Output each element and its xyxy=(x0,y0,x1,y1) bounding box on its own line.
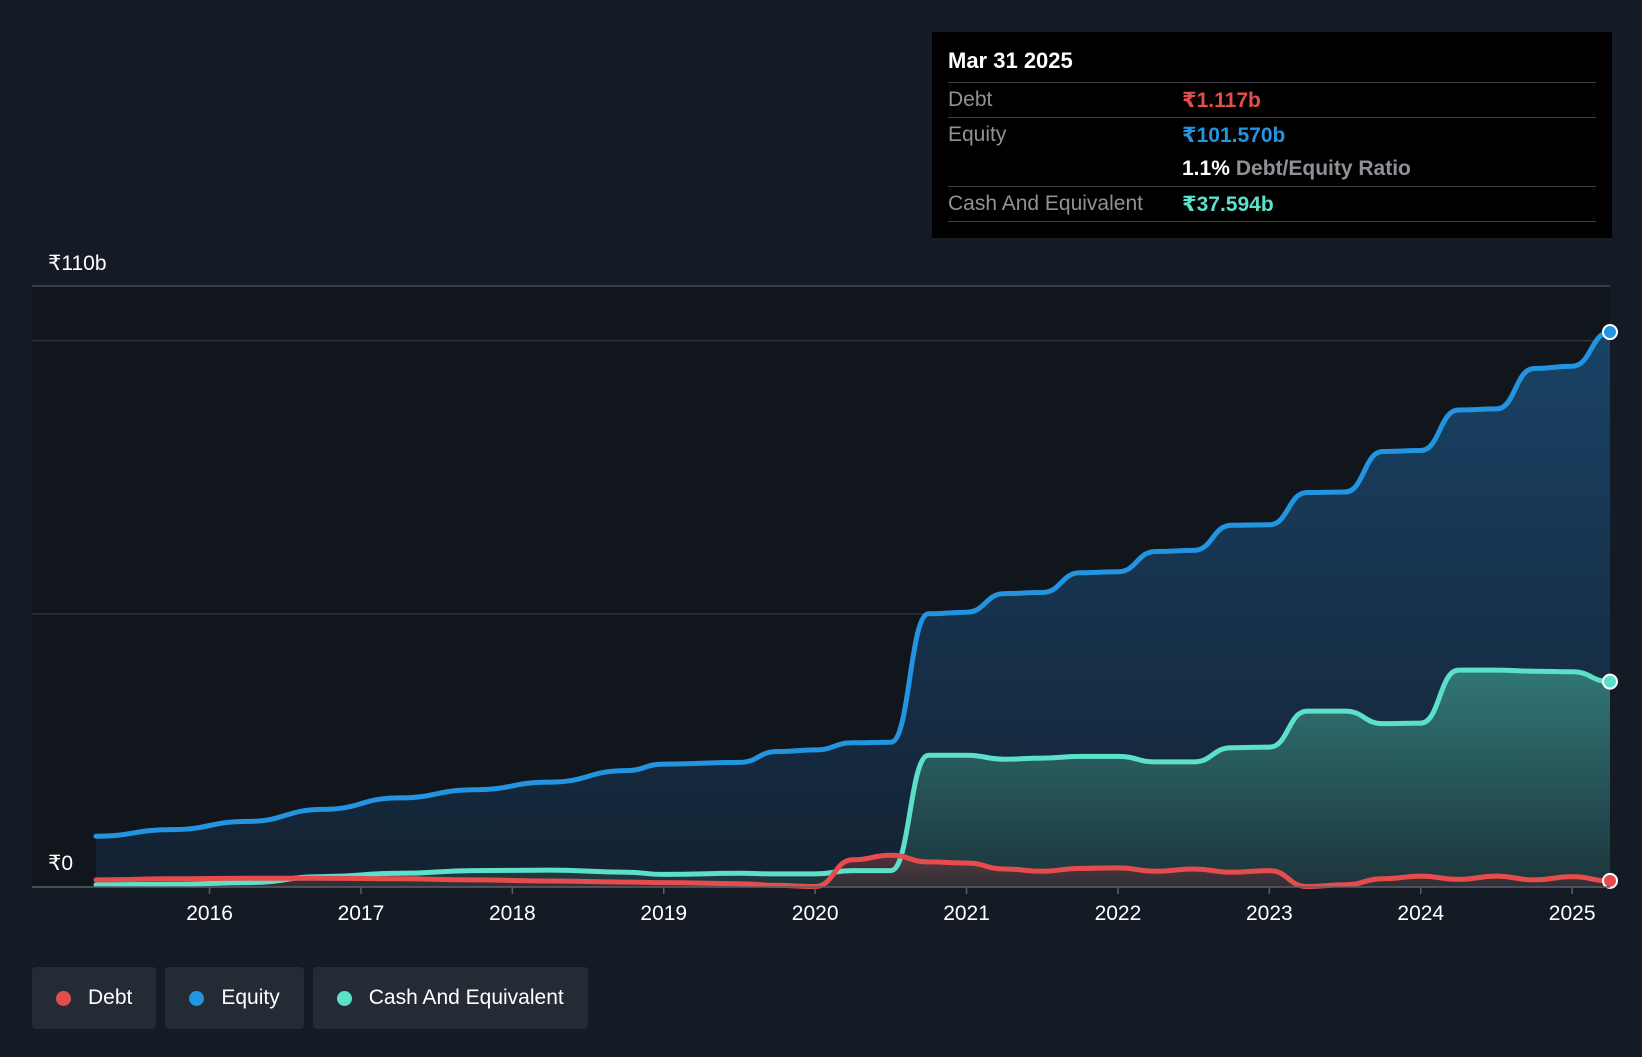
line-cash-and-equivalent xyxy=(93,667,1613,888)
legend-dot-cash-icon xyxy=(336,990,352,1006)
x-tick-label-2024: 2024 xyxy=(1397,902,1444,925)
x-tick-label-2020: 2020 xyxy=(792,902,839,925)
x-tick-label-2021: 2021 xyxy=(943,902,990,925)
legend-label-debt: Debt xyxy=(88,986,133,1009)
legend-label-equity: Equity xyxy=(221,986,280,1009)
x-tick-label-2025: 2025 xyxy=(1549,902,1596,925)
tooltip-debt-value: ₹1.117b xyxy=(1182,88,1261,112)
line-equity xyxy=(93,329,1613,839)
chart-legend: Debt Equity Cash And Equivalent xyxy=(32,967,588,1029)
point-cash-and-equivalent-latest[interactable] xyxy=(1602,673,1618,690)
tooltip-cash-row: Cash And Equivalent ₹37.594b xyxy=(948,187,1596,222)
tooltip-cash-value: ₹37.594b xyxy=(1182,192,1274,216)
x-tick-label-2018: 2018 xyxy=(489,902,536,925)
tooltip-equity-row: Equity ₹101.570b xyxy=(948,118,1596,152)
y-axis-top-label: ₹110b xyxy=(48,252,107,275)
x-tick-label-2017: 2017 xyxy=(338,902,385,925)
tooltip-ratio-row: 1.1% Debt/Equity Ratio xyxy=(948,152,1596,187)
tooltip-ratio-label: Debt/Equity Ratio xyxy=(1235,157,1411,180)
tooltip-date: Mar 31 2025 xyxy=(948,46,1596,83)
point-equity-latest[interactable] xyxy=(1602,324,1618,341)
legend-dot-equity-icon xyxy=(189,990,205,1006)
y-axis-bottom-label: ₹0 xyxy=(48,852,73,875)
point-debt-latest[interactable] xyxy=(1602,872,1618,889)
tooltip-cash-label: Cash And Equivalent xyxy=(948,192,1143,215)
legend-item-debt[interactable]: Debt xyxy=(32,967,157,1029)
x-tick-label-2022: 2022 xyxy=(1095,902,1142,925)
hover-tooltip: Mar 31 2025 Debt ₹1.117b Equity ₹101.570… xyxy=(932,32,1612,238)
series-lines xyxy=(93,329,1613,889)
legend-label-cash: Cash And Equivalent xyxy=(368,986,564,1009)
legend-dot-debt-icon xyxy=(56,990,71,1006)
area-cash-and-equivalent xyxy=(96,670,1610,887)
series-end-points xyxy=(1602,324,1618,889)
legend-item-equity[interactable]: Equity xyxy=(165,967,304,1029)
legend-item-cash[interactable]: Cash And Equivalent xyxy=(312,967,588,1029)
line-debt xyxy=(93,852,1613,889)
x-tick-label-2019: 2019 xyxy=(640,902,687,925)
tooltip-ratio-value: 1.1% xyxy=(1182,157,1230,180)
x-tick-label-2023: 2023 xyxy=(1246,902,1293,925)
tooltip-equity-value: ₹101.570b xyxy=(1182,123,1286,147)
tooltip-equity-label: Equity xyxy=(948,123,1007,146)
x-axis: 2016 2017 2018 2019 2020 2021 2022 2023 2024 2025 xyxy=(32,886,1610,925)
tooltip-debt-label: Debt xyxy=(948,88,993,111)
x-tick-label-2016: 2016 xyxy=(186,902,233,925)
tooltip-debt-row: Debt ₹1.117b xyxy=(948,83,1596,118)
